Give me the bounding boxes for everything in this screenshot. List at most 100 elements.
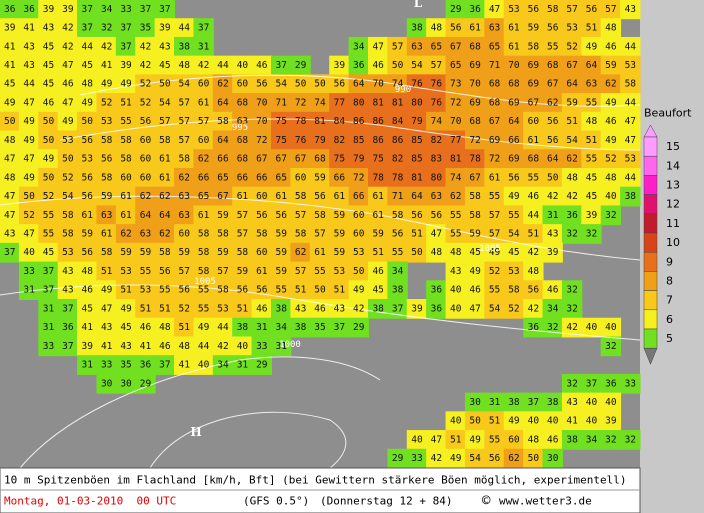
- gust-value: 56: [508, 172, 520, 183]
- color-cell: [18, 93, 40, 113]
- color-cell: [542, 299, 563, 319]
- color-cell: [523, 392, 544, 413]
- gust-value: 58: [237, 247, 249, 258]
- color-cell: [115, 373, 137, 394]
- color-cell: [348, 261, 369, 282]
- color-cell: [542, 111, 563, 132]
- color-cell: [367, 261, 389, 282]
- gust-value: 56: [547, 23, 559, 34]
- gust-value: 72: [450, 97, 461, 108]
- gust-value: 49: [450, 453, 462, 464]
- gust-value: 46: [314, 303, 326, 314]
- gust-value: 32: [566, 285, 577, 296]
- gust-value: 58: [314, 210, 326, 221]
- gust-value: 40: [411, 434, 423, 445]
- gust-value: 50: [469, 416, 481, 427]
- gust-value: 70: [256, 97, 268, 108]
- color-cell: [251, 336, 273, 357]
- color-cell: [0, 224, 20, 244]
- color-cell: [232, 130, 253, 151]
- gust-value: 46: [62, 79, 74, 90]
- gust-value: 55: [450, 229, 461, 240]
- gust-value: 48: [4, 172, 16, 183]
- gust-value: 36: [62, 322, 74, 333]
- gust-value: 54: [489, 303, 501, 314]
- gust-value: 40: [605, 397, 617, 408]
- color-cell: [329, 111, 350, 132]
- gust-value: 37: [82, 4, 93, 15]
- color-cell: [193, 224, 214, 244]
- gust-value: 49: [23, 135, 35, 146]
- gust-value: 32: [605, 341, 616, 352]
- gust-value: 79: [314, 135, 326, 146]
- color-cell: [445, 93, 466, 113]
- gust-value: 52: [23, 210, 34, 221]
- gust-value: 56: [256, 79, 268, 90]
- gust-value: 68: [489, 79, 501, 90]
- color-cell: [523, 36, 544, 57]
- gust-value: 39: [586, 210, 598, 221]
- color-cell: [232, 205, 253, 226]
- color-cell: [77, 317, 98, 338]
- gust-value: 65: [489, 41, 500, 52]
- gust-value: 41: [566, 416, 578, 427]
- color-cell: [18, 280, 40, 301]
- gust-value: 46: [605, 41, 617, 52]
- gust-value: 86: [353, 116, 365, 127]
- color-cell: [464, 411, 486, 432]
- color-cell: [367, 130, 389, 151]
- color-cell: [57, 55, 79, 76]
- gust-value: 82: [392, 154, 403, 165]
- gust-value: 68: [237, 97, 249, 108]
- gust-value: 81: [450, 154, 462, 165]
- gust-value: 58: [295, 191, 307, 202]
- gust-value: 62: [566, 154, 577, 165]
- color-cell: [232, 186, 253, 207]
- color-cell: [445, 18, 466, 38]
- gust-value: 55: [489, 191, 500, 202]
- color-cell: [581, 205, 602, 226]
- gust-value: 40: [450, 303, 462, 314]
- gust-value: 58: [101, 172, 113, 183]
- color-cell: [367, 280, 389, 301]
- gust-value: 41: [4, 41, 16, 52]
- color-cell: [561, 373, 583, 394]
- color-cell: [367, 224, 389, 244]
- gust-value: 47: [62, 60, 73, 71]
- gust-value: 49: [120, 303, 132, 314]
- gust-value: 60: [295, 172, 307, 183]
- gust-value: 37: [198, 23, 209, 34]
- gust-value: 51: [566, 116, 578, 127]
- color-cell: [329, 93, 350, 113]
- gust-value: 66: [237, 172, 249, 183]
- color-cell: [18, 55, 40, 76]
- gust-value: 39: [334, 60, 346, 71]
- color-cell: [193, 186, 214, 207]
- color-cell: [290, 261, 311, 282]
- gust-value: 57: [179, 97, 190, 108]
- color-cell: [503, 299, 525, 319]
- color-cell: [367, 36, 389, 57]
- gust-value: 59: [275, 247, 287, 258]
- gust-value: 50: [528, 453, 540, 464]
- gust-value: 86: [392, 135, 404, 146]
- gust-value: 55: [275, 285, 286, 296]
- gust-value: 43: [43, 23, 54, 34]
- gust-value: 38: [566, 434, 578, 445]
- color-cell: [620, 149, 641, 169]
- color-cell: [387, 242, 408, 263]
- gust-value: 59: [101, 191, 113, 202]
- color-cell: [348, 242, 369, 263]
- color-cell: [57, 242, 79, 263]
- gust-value: 57: [179, 135, 190, 146]
- color-cell: [115, 224, 137, 244]
- gust-value: 53: [508, 4, 519, 15]
- color-cell: [581, 149, 602, 169]
- color-cell: [290, 224, 311, 244]
- color-cell: [367, 167, 389, 188]
- color-cell: [523, 18, 544, 38]
- color-cell: [232, 261, 253, 282]
- legend-swatch: [643, 309, 658, 330]
- gust-value: 40: [605, 322, 617, 333]
- color-cell: [135, 55, 156, 76]
